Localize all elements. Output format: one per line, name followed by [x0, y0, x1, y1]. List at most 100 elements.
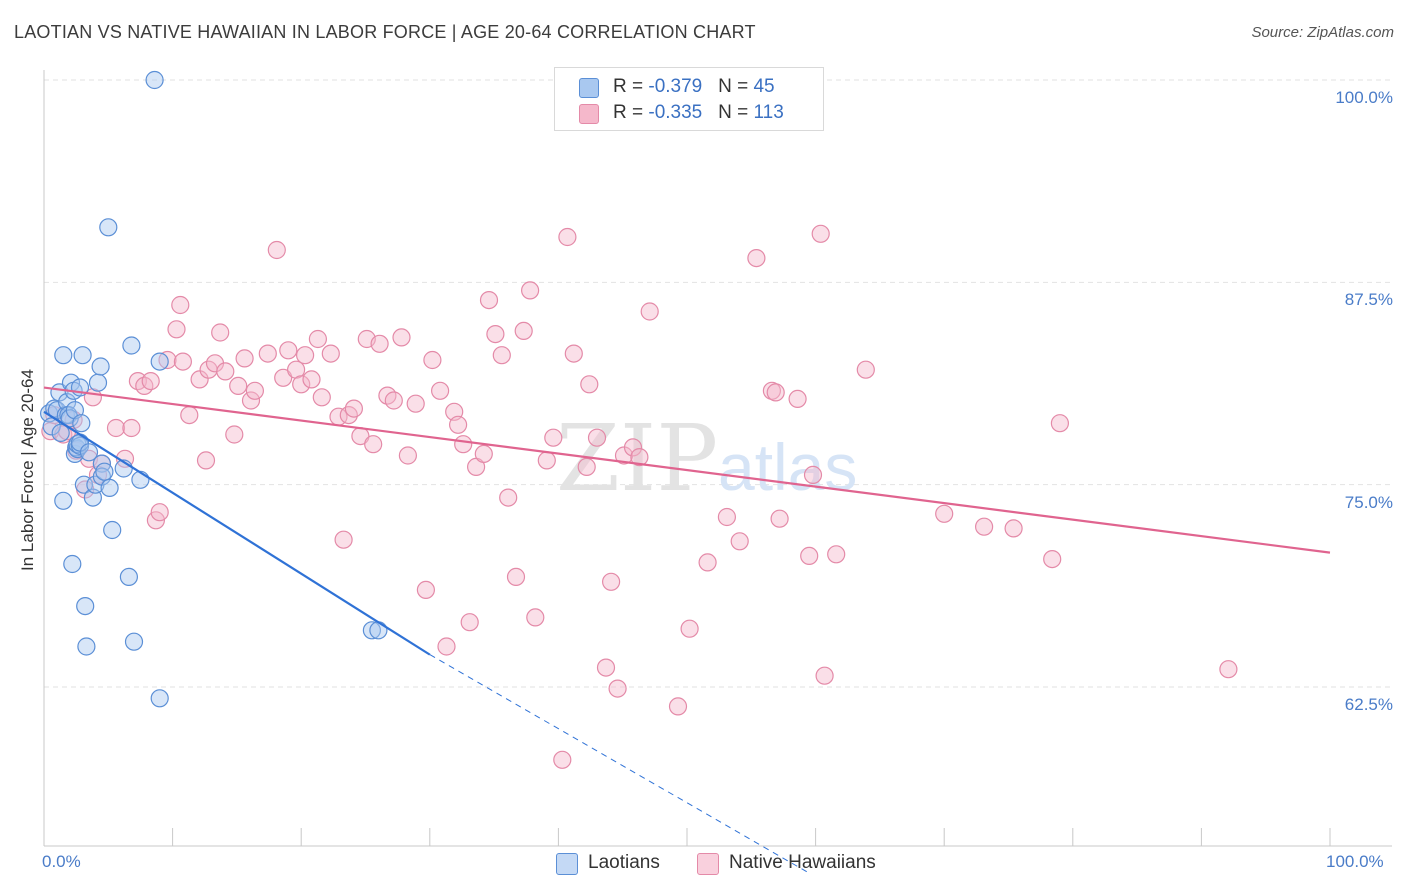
native-hawaiians-point: [587, 428, 607, 447]
native-hawaiians-point: [398, 446, 417, 465]
native-hawaiians-point: [815, 666, 834, 685]
native-hawaiians-point: [1219, 660, 1238, 679]
native-hawaiians-point: [437, 637, 456, 656]
native-hawaiians-point: [196, 451, 216, 470]
native-hawaiians-point: [486, 325, 505, 344]
y-tick-label: 87.5%: [1344, 290, 1393, 310]
native-hawaiians-point: [167, 320, 186, 339]
native-hawaiians-point: [171, 295, 190, 315]
laotians-trend-line: [43, 410, 431, 656]
native-hawaiians-point: [225, 425, 244, 444]
stats-legend: R = -0.379 N = 45 R = -0.335 N = 113: [554, 67, 824, 131]
native-hawaiians-point: [279, 341, 298, 360]
native-hawaiians-point: [730, 532, 749, 551]
native-hawaiians-point: [492, 346, 511, 365]
native-hawaiians-point: [302, 370, 321, 389]
native-hawaiians-point: [537, 451, 556, 470]
chart-title: LAOTIAN VS NATIVE HAWAIIAN IN LABOR FORC…: [14, 22, 756, 42]
laotians-legend-swatch: [556, 853, 578, 875]
source-label: Source: ZipAtlas.com: [1251, 24, 1394, 41]
native-hawaiians-point: [241, 391, 261, 410]
laotians-point: [91, 357, 110, 376]
native-hawaiians-point: [596, 658, 616, 677]
laotians-point: [72, 414, 91, 433]
native-hawaiians-point: [245, 381, 264, 400]
native-hawaiians-point: [526, 608, 545, 627]
watermark-atlas: atlas: [718, 430, 857, 504]
native-hawaiians-point: [800, 546, 819, 566]
native-hawaiians-point: [827, 545, 846, 564]
native-hawaiians-point: [935, 504, 954, 523]
laotians-point: [63, 554, 82, 574]
laotians-point: [124, 632, 144, 651]
native-hawaiians-point: [1043, 549, 1062, 569]
native-hawaiians-point: [564, 344, 583, 363]
laotians-point: [79, 443, 99, 462]
laotians-point: [77, 637, 96, 656]
native-hawaiians-point: [630, 448, 649, 467]
native-hawaiians-trend-line: [43, 386, 1331, 554]
native-hawaiians-point: [384, 391, 403, 410]
r-value-native-hawaiians: -0.335: [648, 102, 703, 123]
native-hawaiians-point: [141, 372, 160, 391]
native-hawaiians-point: [506, 567, 526, 587]
laotians-swatch: [579, 78, 599, 98]
native-hawaiians-point: [640, 302, 659, 321]
native-hawaiians-point: [423, 350, 442, 370]
laotians-point: [362, 621, 381, 640]
native-hawaiians-swatch: [579, 104, 599, 124]
laotians-point: [54, 491, 73, 510]
native-hawaiians-point: [474, 444, 493, 463]
native-hawaiians-point: [766, 383, 785, 402]
r-label: R =: [613, 102, 649, 123]
native-hawaiians-points: [41, 224, 1238, 769]
native-hawaiians-point: [608, 679, 627, 698]
laotians-point: [119, 567, 138, 587]
native-hawaiians-point: [698, 553, 717, 572]
native-hawaiians-point: [856, 360, 875, 379]
native-hawaiians-point: [449, 415, 468, 434]
native-hawaiians-point: [416, 580, 435, 600]
laotians-point: [51, 423, 70, 442]
native-hawaiians-point: [717, 507, 737, 527]
native-hawaiians-point: [334, 530, 353, 549]
native-hawaiians-point: [106, 418, 126, 438]
laotians-point: [54, 346, 73, 365]
native-hawaiians-point: [150, 503, 169, 522]
native-hawaiians-point: [292, 375, 311, 394]
native-hawaiians-point: [115, 449, 135, 468]
native-hawaiians-point: [122, 418, 141, 438]
native-hawaiians-point: [553, 750, 572, 769]
native-hawaiians-point: [580, 375, 599, 394]
n-label: N =: [718, 102, 754, 123]
laotians-point: [88, 373, 108, 392]
native-hawaiians-point: [258, 344, 277, 363]
laotians-point: [95, 462, 114, 481]
laotians-point: [145, 70, 164, 90]
native-hawaiians-point: [392, 328, 411, 347]
native-hawaiians-point: [514, 321, 533, 340]
native-hawaiians-point: [544, 428, 563, 447]
x-tick-label-min: 0.0%: [42, 852, 81, 871]
watermark: ZIP atlas: [556, 405, 857, 512]
native-hawaiians-point: [235, 349, 254, 368]
n-value-native-hawaiians: 113: [753, 102, 784, 123]
r-value-laotians: -0.379: [648, 76, 703, 97]
native-hawaiians-point: [267, 240, 286, 260]
native-hawaiians-point: [811, 224, 830, 243]
axes: [43, 70, 1392, 847]
native-hawaiians-point: [308, 329, 327, 349]
native-hawaiians-point: [211, 323, 230, 342]
native-hawaiians-point: [431, 381, 450, 400]
n-value-laotians: 45: [753, 76, 775, 97]
r-label: R =: [613, 76, 649, 97]
y-tick-label: 75.0%: [1344, 492, 1393, 512]
laotians-point: [76, 596, 95, 616]
native-hawaiians-point: [479, 291, 499, 310]
legend-label-laotians: Laotians: [588, 852, 660, 873]
native-hawaiians-point: [770, 509, 789, 528]
trend-lines: [43, 386, 1331, 874]
laotians-point: [99, 218, 118, 237]
series-legend: Laotians Native Hawaiians: [0, 852, 1406, 878]
laotians-point: [369, 621, 388, 640]
